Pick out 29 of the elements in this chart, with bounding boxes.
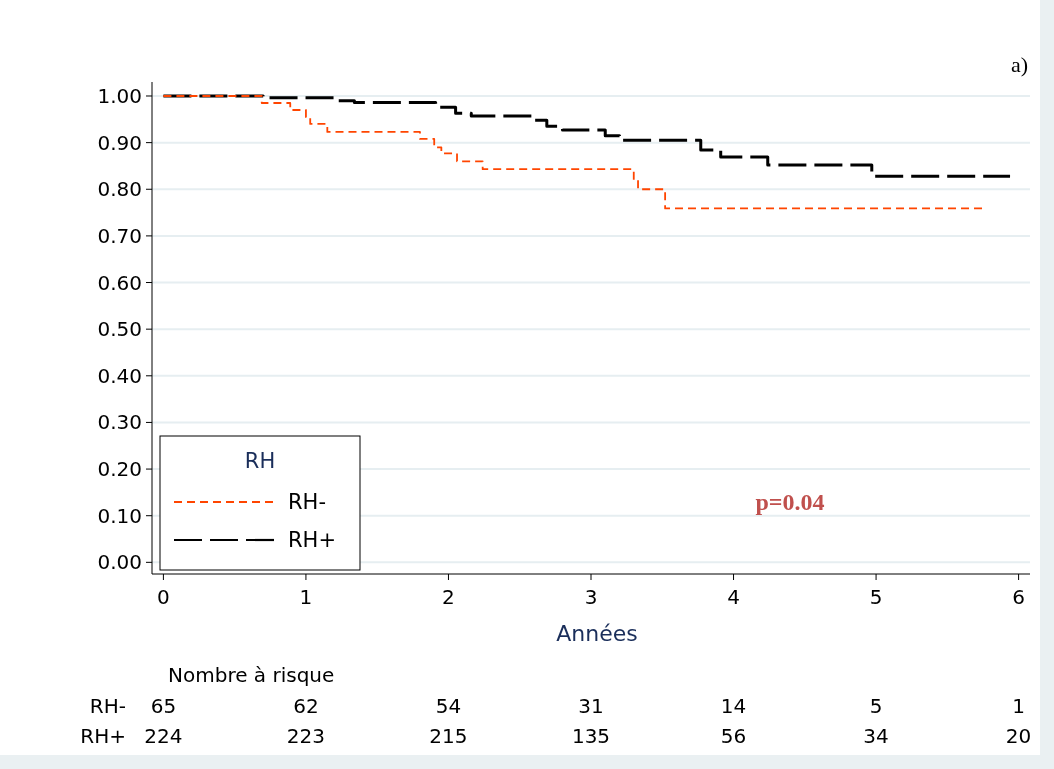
- y-tick-label: 1.00: [97, 83, 142, 108]
- x-tick-label: 1: [299, 585, 313, 609]
- annotation: p=0.04: [755, 489, 825, 515]
- text: 65 62 54 31 14 5 1: [150, 694, 1025, 718]
- y-tick-label: 0.10: [97, 503, 142, 528]
- text: 224 223 215 135 56 34 20: [144, 724, 1032, 748]
- legend-title: RH: [244, 449, 276, 473]
- y-tick-label: 0.20: [97, 457, 142, 482]
- text: RH+: [80, 724, 126, 748]
- y-tick-label: 0.80: [97, 177, 142, 202]
- y-tick-label: 0.30: [97, 410, 142, 435]
- y-tick-label: 0.50: [97, 317, 142, 342]
- y-tick-label: 0.60: [97, 270, 142, 295]
- x-axis-title: Années: [556, 621, 638, 646]
- y-tick-label: 0.00: [97, 550, 142, 575]
- text: RH-: [89, 694, 126, 718]
- y-tick-label: 0.70: [97, 223, 142, 248]
- x-tick-label: 4: [727, 585, 740, 609]
- x-tick-label: 0: [157, 585, 170, 609]
- y-tick-label: 0.90: [97, 130, 142, 155]
- legend-label: RH+: [288, 528, 336, 553]
- x-tick-label: 2: [442, 585, 455, 609]
- x-tick-label: 6: [1012, 585, 1025, 609]
- x-tick-label: 3: [584, 585, 598, 609]
- y-tick-label: 0.40: [97, 363, 142, 388]
- text: a): [1010, 52, 1028, 77]
- x-tick-label: 5: [869, 585, 883, 609]
- text: Nombre à risque: [168, 663, 335, 687]
- legend-label: RH-: [288, 490, 326, 515]
